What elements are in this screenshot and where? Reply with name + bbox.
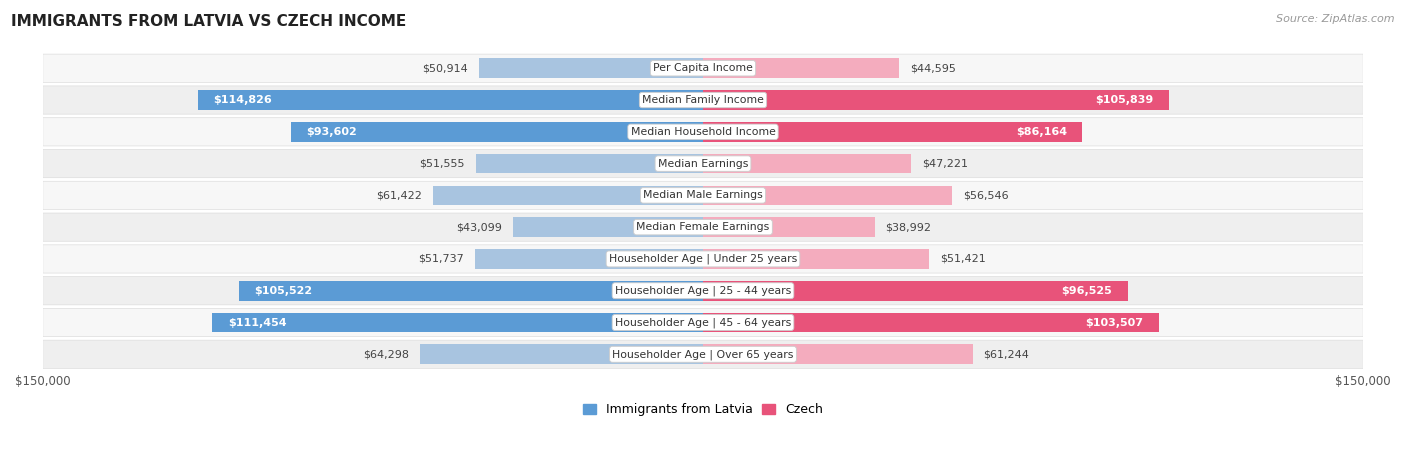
Text: $61,422: $61,422 <box>375 191 422 200</box>
Text: $105,839: $105,839 <box>1095 95 1153 105</box>
FancyBboxPatch shape <box>42 245 1364 273</box>
Bar <box>479 58 703 78</box>
Text: $86,164: $86,164 <box>1015 127 1067 137</box>
Bar <box>433 185 703 205</box>
Text: Householder Age | Over 65 years: Householder Age | Over 65 years <box>612 349 794 360</box>
Text: $61,244: $61,244 <box>984 349 1029 359</box>
Bar <box>703 90 1168 110</box>
FancyBboxPatch shape <box>42 181 1364 210</box>
Text: $50,914: $50,914 <box>422 63 468 73</box>
FancyBboxPatch shape <box>42 276 1364 305</box>
Legend: Immigrants from Latvia, Czech: Immigrants from Latvia, Czech <box>578 398 828 421</box>
Bar <box>475 249 703 269</box>
Text: $114,826: $114,826 <box>214 95 271 105</box>
Bar <box>703 217 875 237</box>
Text: $44,595: $44,595 <box>910 63 956 73</box>
Text: $51,737: $51,737 <box>419 254 464 264</box>
FancyBboxPatch shape <box>42 118 1364 146</box>
Text: $111,454: $111,454 <box>228 318 287 327</box>
Text: Median Household Income: Median Household Income <box>630 127 776 137</box>
FancyBboxPatch shape <box>42 54 1364 82</box>
Text: IMMIGRANTS FROM LATVIA VS CZECH INCOME: IMMIGRANTS FROM LATVIA VS CZECH INCOME <box>11 14 406 29</box>
Text: Source: ZipAtlas.com: Source: ZipAtlas.com <box>1277 14 1395 24</box>
Text: $47,221: $47,221 <box>922 159 967 169</box>
Bar <box>198 90 703 110</box>
Text: $51,555: $51,555 <box>419 159 465 169</box>
Bar <box>703 154 911 173</box>
Text: Median Female Earnings: Median Female Earnings <box>637 222 769 232</box>
FancyBboxPatch shape <box>42 308 1364 337</box>
Bar <box>703 345 973 364</box>
Bar <box>291 122 703 142</box>
Bar <box>239 281 703 301</box>
Text: $51,421: $51,421 <box>941 254 986 264</box>
Bar <box>703 312 1159 333</box>
FancyBboxPatch shape <box>42 149 1364 178</box>
Bar <box>703 281 1128 301</box>
Text: $105,522: $105,522 <box>254 286 312 296</box>
Bar <box>703 58 900 78</box>
Text: $93,602: $93,602 <box>307 127 357 137</box>
Text: Householder Age | Under 25 years: Householder Age | Under 25 years <box>609 254 797 264</box>
Bar <box>477 154 703 173</box>
FancyBboxPatch shape <box>42 213 1364 241</box>
Text: $38,992: $38,992 <box>886 222 932 232</box>
Bar <box>703 122 1083 142</box>
Text: $103,507: $103,507 <box>1085 318 1143 327</box>
Bar <box>703 249 929 269</box>
Text: Householder Age | 25 - 44 years: Householder Age | 25 - 44 years <box>614 285 792 296</box>
Text: Householder Age | 45 - 64 years: Householder Age | 45 - 64 years <box>614 317 792 328</box>
Text: Median Male Earnings: Median Male Earnings <box>643 191 763 200</box>
Text: $96,525: $96,525 <box>1062 286 1112 296</box>
Text: $43,099: $43,099 <box>457 222 502 232</box>
Bar <box>513 217 703 237</box>
Text: Median Family Income: Median Family Income <box>643 95 763 105</box>
Bar <box>212 312 703 333</box>
Bar <box>703 185 952 205</box>
Bar <box>420 345 703 364</box>
Text: $64,298: $64,298 <box>363 349 409 359</box>
Text: Per Capita Income: Per Capita Income <box>652 63 754 73</box>
Text: $56,546: $56,546 <box>963 191 1008 200</box>
FancyBboxPatch shape <box>42 340 1364 368</box>
Text: Median Earnings: Median Earnings <box>658 159 748 169</box>
FancyBboxPatch shape <box>42 86 1364 114</box>
